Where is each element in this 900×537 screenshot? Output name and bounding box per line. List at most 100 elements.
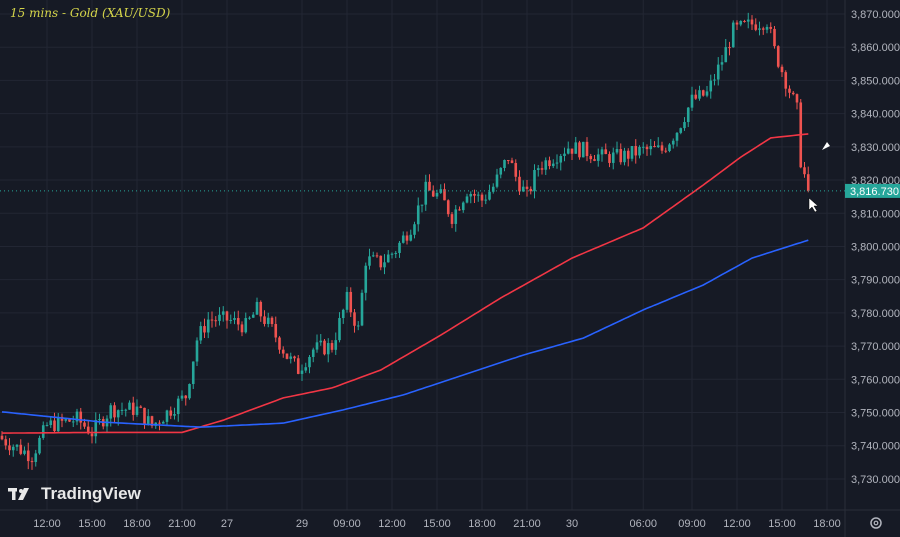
candle-body (671, 140, 675, 145)
candle (649, 139, 653, 156)
candle-body (619, 149, 623, 163)
candle-body (585, 141, 589, 157)
candle-body (709, 80, 713, 92)
candle (128, 400, 131, 410)
candle-body (791, 92, 795, 95)
candle (638, 145, 641, 159)
candle-body (240, 324, 244, 333)
candle (379, 255, 383, 271)
candle (566, 141, 570, 155)
candle-body (203, 326, 206, 333)
candle-body (30, 461, 34, 463)
candle (368, 248, 371, 270)
gear-icon[interactable] (870, 517, 882, 529)
candle-body (236, 318, 240, 325)
candle-body (701, 90, 705, 96)
candle (266, 312, 270, 328)
candle (450, 212, 454, 229)
candle-body (338, 318, 341, 341)
candle (30, 457, 34, 470)
candle-body (98, 419, 101, 421)
candle-body (555, 162, 559, 164)
candle (293, 355, 296, 362)
candle-body (323, 340, 326, 355)
candle-body (390, 253, 394, 255)
candle-body (679, 128, 683, 133)
scroll-arrow-icon[interactable] (822, 142, 830, 150)
candle (533, 164, 536, 199)
candle-body (750, 19, 754, 25)
candle-body (90, 433, 94, 437)
candle-body (559, 156, 563, 163)
candle-body (570, 148, 574, 154)
candle (146, 409, 150, 426)
candle (608, 151, 611, 168)
candle-body (11, 446, 15, 451)
candle (71, 415, 75, 428)
candle-body (649, 146, 653, 150)
candle-body (161, 421, 165, 424)
candle (499, 167, 503, 179)
candle-body (495, 174, 499, 187)
candle-body (86, 426, 90, 434)
candle-body (803, 167, 806, 175)
candle-body (218, 314, 221, 321)
candle (664, 147, 668, 154)
candle-body (124, 409, 128, 411)
candle (596, 148, 600, 167)
candle-body (210, 319, 214, 321)
candle (26, 442, 30, 470)
candle-body (593, 159, 596, 161)
candle (285, 353, 289, 360)
candle-body (8, 445, 11, 451)
candle-body (184, 395, 188, 399)
y-tick-label: 3,800.000 (851, 241, 900, 253)
candle-body (38, 437, 41, 454)
candle (206, 312, 210, 339)
candle (540, 161, 544, 175)
candle-body (356, 325, 360, 327)
candle-body (416, 205, 420, 225)
candle-body (476, 194, 480, 196)
candle (503, 159, 506, 172)
candle (60, 413, 64, 428)
candle (233, 311, 236, 325)
candle-body (694, 94, 698, 99)
candle-body (386, 254, 390, 263)
candle-body (398, 242, 401, 253)
candle (653, 141, 656, 148)
candle-body (330, 343, 334, 350)
candle (506, 160, 510, 165)
x-tick-label: 09:00 (333, 518, 361, 530)
candle (34, 449, 38, 467)
candle (124, 408, 128, 417)
candle (19, 439, 23, 456)
candle (446, 199, 450, 217)
candle-body (656, 145, 660, 148)
y-tick-label: 3,810.000 (851, 208, 900, 220)
tradingview-logo-icon (8, 488, 29, 500)
candle (668, 143, 671, 153)
candle-body (420, 204, 424, 206)
candle-body (761, 28, 765, 30)
candle-body (739, 20, 743, 25)
candle-body (604, 149, 608, 155)
candle (750, 15, 754, 31)
candle (480, 192, 484, 208)
x-tick-label: 12:00 (378, 518, 406, 530)
candle-body (165, 410, 169, 422)
candle-body (300, 370, 304, 374)
y-tick-label: 3,750.000 (851, 408, 900, 420)
candle-body (574, 142, 578, 154)
candle-body (169, 410, 173, 416)
x-tick-label: 15:00 (78, 518, 106, 530)
candle (315, 334, 319, 353)
candle (746, 12, 750, 29)
candle-body (454, 209, 458, 224)
x-tick-label: 18:00 (468, 518, 496, 530)
candle (188, 383, 191, 400)
candle (548, 156, 551, 170)
candle (203, 318, 206, 338)
